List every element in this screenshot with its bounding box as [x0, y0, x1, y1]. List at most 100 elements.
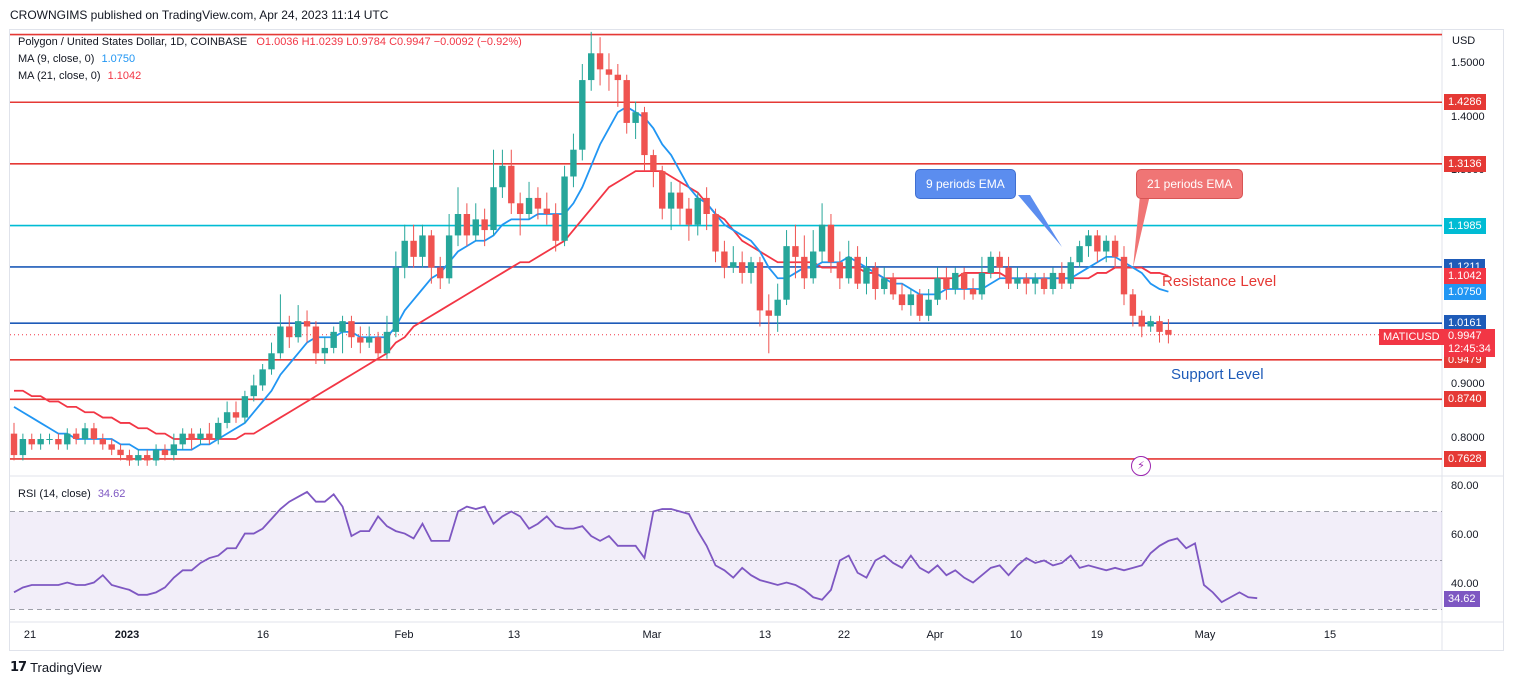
legend-symbol: Polygon / United States Dollar, 1D, COIN… [18, 36, 522, 48]
candle [738, 251, 746, 284]
candle [1040, 272, 1048, 295]
rsi-label: RSI (14, close) [18, 488, 91, 500]
candle-body [588, 53, 595, 81]
candle-body [1129, 294, 1137, 316]
candle-body [570, 149, 577, 177]
candle-body [445, 235, 453, 279]
candle [783, 230, 790, 306]
candle [348, 315, 355, 348]
level-tag: 0.8740 [1444, 391, 1486, 408]
rsi-line [13, 490, 1258, 604]
candle [632, 101, 639, 139]
candle [969, 278, 977, 300]
candle [1049, 267, 1057, 295]
candle [845, 240, 852, 284]
candle-body [516, 203, 524, 214]
price-tick-label: 1.5000 [1451, 57, 1485, 69]
candle [1076, 240, 1083, 268]
candle-body [774, 299, 781, 316]
candle-body [463, 214, 471, 236]
indicator-tag: 1.1042 [1444, 268, 1486, 285]
time-tick-label: 13 [758, 629, 772, 641]
candle-body [934, 278, 941, 300]
level-tag: 1.3136 [1444, 155, 1486, 172]
candle-body [28, 439, 35, 445]
candle [108, 439, 115, 456]
candle-body [836, 262, 844, 279]
brand-name: TradingView [30, 659, 102, 675]
candle [490, 149, 497, 236]
candle-body [881, 278, 888, 289]
candle [605, 53, 613, 91]
candle [818, 203, 826, 263]
legend-ma9: MA (9, close, 0) 1.0750 [18, 53, 135, 65]
candle-body [1165, 329, 1172, 335]
candle-body [676, 192, 684, 209]
candle-body [1147, 321, 1154, 327]
brand-footer[interactable]: 𝟭𝟳 TradingView [10, 659, 102, 675]
candle-body [605, 69, 613, 75]
candle-body [738, 262, 746, 273]
candle-body [357, 337, 364, 343]
candle [481, 208, 488, 247]
candle-body [250, 385, 257, 397]
candle [1058, 262, 1066, 289]
time-tick-label: 15 [1323, 629, 1337, 641]
candle [401, 224, 408, 279]
ticker-tag: MATICUSD [1379, 329, 1444, 345]
symbol-text: Polygon / United States Dollar, 1D, COIN… [18, 36, 248, 48]
ema9-pointer [1018, 195, 1062, 247]
candle-body [126, 455, 133, 461]
candle [126, 449, 133, 466]
candle-body [401, 240, 408, 268]
candle [366, 326, 373, 348]
candle-body [312, 326, 320, 354]
time-tick-label: 13 [507, 629, 521, 641]
candle-body [614, 74, 622, 81]
candle-body [916, 294, 923, 316]
candle-body [1049, 272, 1057, 289]
candle [144, 449, 151, 466]
candle-body [268, 353, 275, 370]
candle [55, 433, 62, 450]
candle-body [170, 444, 178, 456]
candle [694, 192, 701, 236]
candle-body [206, 433, 213, 439]
price-tick-label: 1.4000 [1451, 110, 1485, 123]
candle [330, 326, 337, 354]
candle [1147, 315, 1154, 332]
lightning-icon[interactable]: ⚡ [1131, 456, 1151, 476]
candle-body [499, 165, 506, 188]
candle-body [144, 455, 151, 461]
candle [659, 165, 666, 220]
candle [703, 187, 710, 231]
candle [410, 224, 417, 268]
candle [561, 165, 568, 247]
candle [1067, 256, 1074, 289]
candle-body [64, 433, 71, 445]
candle [303, 310, 311, 343]
candle-body [303, 321, 311, 327]
candle-body [1058, 272, 1066, 284]
candle-body [1076, 246, 1083, 263]
candle-body [366, 337, 373, 343]
candle [614, 64, 622, 107]
candle-body [854, 256, 861, 284]
candle [161, 444, 169, 461]
candle [64, 428, 71, 450]
candle-body [55, 439, 62, 445]
candle-body [135, 455, 142, 461]
candle-body [348, 321, 355, 338]
candle [872, 262, 879, 300]
candle-body [747, 262, 755, 273]
candle-body [1014, 278, 1021, 284]
candle [437, 256, 444, 289]
candle [241, 390, 249, 423]
candle [188, 428, 195, 450]
candle-body [472, 219, 479, 236]
candle [792, 224, 799, 279]
candle [72, 428, 80, 445]
resistance-annotation: Resistance Level [1162, 273, 1277, 290]
candle-body [534, 197, 542, 209]
